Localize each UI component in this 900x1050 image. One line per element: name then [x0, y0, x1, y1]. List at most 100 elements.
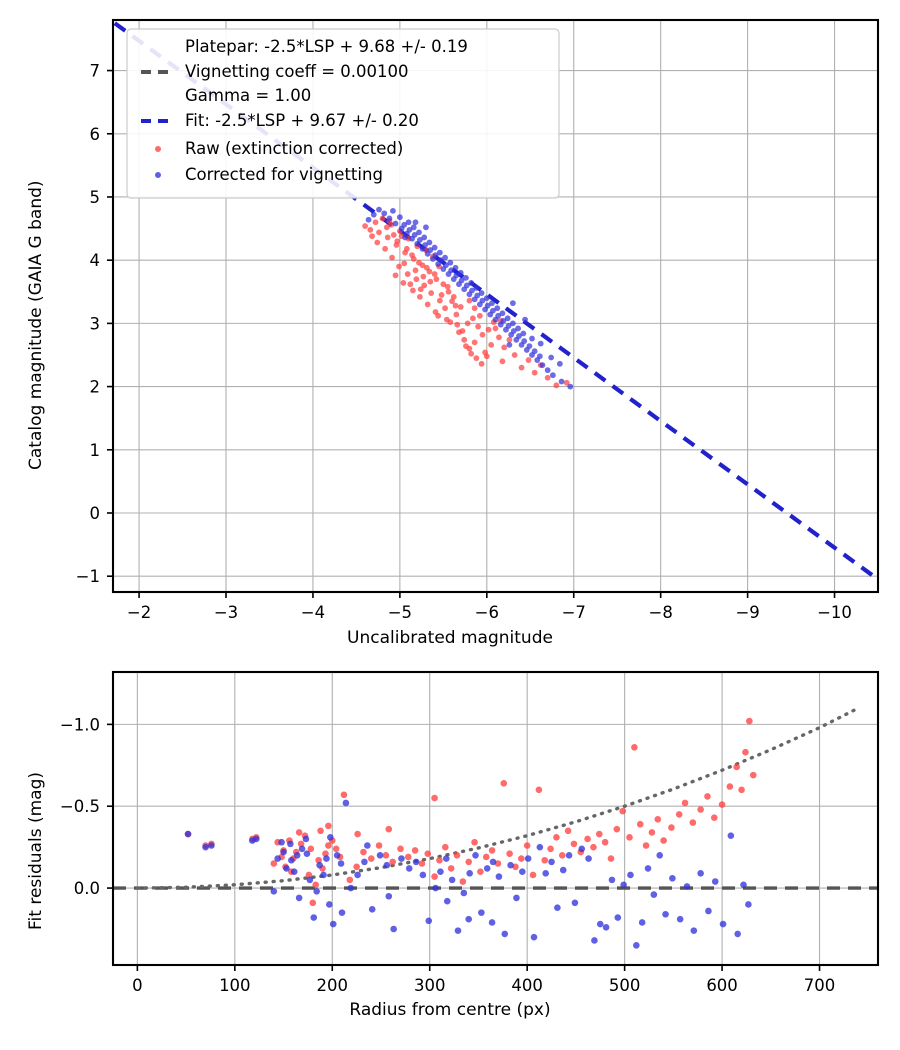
top-panel-ytick-label-8: 7	[90, 62, 101, 81]
residual-data-point	[354, 830, 361, 838]
data-point	[432, 309, 439, 315]
residual-data-point	[270, 888, 278, 895]
data-point	[520, 330, 527, 337]
data-point	[553, 382, 560, 389]
bottom-panel-ytick-label-1: −0.5	[60, 797, 100, 816]
data-point	[388, 221, 395, 228]
residual-data-point	[338, 909, 346, 916]
data-point	[492, 325, 499, 332]
data-point	[556, 360, 563, 367]
residual-data-point	[419, 871, 427, 879]
residual-data-point	[749, 771, 757, 779]
data-point	[410, 224, 417, 231]
data-point	[422, 242, 428, 248]
residual-data-point	[742, 748, 749, 756]
data-point	[461, 336, 468, 343]
residual-data-point	[323, 855, 330, 862]
top-panel-ytick-label-7: 6	[90, 125, 101, 144]
residual-data-point	[554, 904, 561, 912]
data-point	[458, 277, 465, 284]
data-point	[384, 234, 391, 241]
data-point	[427, 247, 434, 253]
data-point	[544, 367, 551, 374]
data-point	[442, 254, 448, 261]
data-point	[436, 297, 443, 304]
data-point	[504, 315, 511, 322]
data-point	[445, 288, 452, 295]
data-point	[499, 310, 506, 317]
vignetting-curve	[135, 706, 861, 890]
residual-data-point	[287, 840, 294, 848]
residual-data-point	[733, 763, 740, 771]
residual-data-point	[488, 919, 496, 926]
data-point	[479, 331, 486, 338]
top-panel-ytick-label-5: 4	[90, 251, 101, 270]
data-point	[421, 234, 428, 241]
residual-data-point	[613, 825, 621, 833]
data-point	[381, 210, 388, 217]
data-point	[416, 229, 422, 236]
data-point	[537, 340, 544, 347]
residual-data-point	[290, 868, 298, 875]
bottom-panel-xtick-label-6: 600	[706, 976, 738, 995]
legend-box	[126, 28, 560, 199]
residual-data-point	[431, 873, 438, 880]
residual-data-point	[364, 842, 371, 849]
data-point	[416, 293, 423, 300]
residual-data-point	[368, 906, 376, 913]
data-point	[452, 264, 459, 271]
residual-data-point	[660, 837, 667, 844]
data-point	[473, 285, 480, 291]
bottom-panel-xtick-label-4: 400	[511, 976, 543, 995]
residual-data-point	[346, 876, 354, 884]
data-point	[516, 333, 522, 339]
data-point	[404, 271, 411, 277]
residual-data-point	[500, 780, 508, 787]
residual-data-point	[471, 838, 478, 846]
residual-data-point	[745, 901, 752, 908]
top-panel-xtick-label-4: −6	[475, 603, 499, 622]
top-panel-ytick-label-6: 5	[90, 188, 101, 207]
residual-data-point	[681, 799, 689, 807]
data-point	[396, 214, 403, 221]
data-point	[382, 245, 388, 252]
data-point	[428, 290, 435, 296]
data-point	[463, 274, 469, 281]
data-point	[400, 280, 407, 286]
residual-data-point	[312, 881, 320, 889]
data-point	[471, 339, 478, 346]
bottom-panel-axes-frame	[111, 670, 880, 967]
residual-data-point	[208, 842, 215, 849]
data-point	[563, 379, 570, 386]
data-point	[526, 343, 533, 350]
residual-data-point	[558, 852, 566, 859]
data-point	[442, 305, 448, 312]
residual-data-point	[564, 827, 572, 835]
data-point	[476, 312, 483, 319]
data-point	[478, 290, 485, 296]
top-panel-x-axis-label: Uncalibrated magnitude	[347, 628, 553, 648]
residual-data-point	[326, 901, 333, 908]
residual-data-point	[541, 856, 549, 864]
residual-data-point	[697, 870, 704, 877]
residual-data-point	[530, 933, 538, 941]
data-point	[457, 269, 464, 276]
residual-data-point	[436, 856, 443, 864]
residual-data-point	[590, 843, 597, 851]
residual-data-point	[412, 858, 420, 866]
residual-data-point	[383, 861, 391, 869]
residual-data-point	[448, 876, 456, 884]
bottom-panel-ytick-label-2: −1.0	[60, 715, 100, 734]
residual-data-point	[734, 930, 741, 938]
bottom-panel-xtick-label-3: 300	[414, 976, 446, 995]
residual-data-point	[507, 861, 514, 869]
residual-data-point	[690, 927, 698, 934]
data-point	[393, 242, 400, 248]
data-point	[420, 273, 427, 280]
legend-label-4: Raw (extinction corrected)	[185, 139, 403, 158]
data-point	[402, 249, 408, 256]
top-panel-ytick-label-3: 2	[90, 378, 101, 397]
data-point	[386, 215, 393, 222]
data-point	[362, 223, 368, 229]
